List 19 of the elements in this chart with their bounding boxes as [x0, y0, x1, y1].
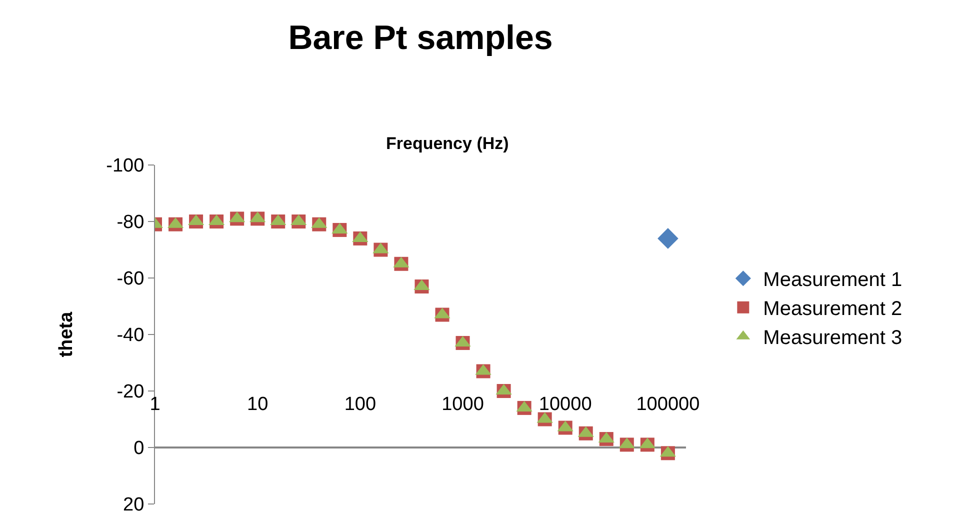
y-tick-label: -40: [116, 325, 144, 346]
x-tick-label: 100000: [636, 394, 700, 415]
chart-title: Bare Pt samples: [288, 18, 553, 57]
y-tick-label: -20: [116, 382, 144, 403]
x-axis-title: Frequency (Hz): [386, 134, 509, 153]
legend-label: Measurement 1: [763, 269, 902, 292]
x-tick-label: 100: [344, 394, 376, 415]
legend-label: Measurement 3: [763, 327, 902, 350]
y-tick-label: 20: [123, 494, 144, 516]
y-tick-label: -60: [116, 268, 144, 290]
x-tick-label: 1: [150, 394, 160, 415]
legend-label: Measurement 2: [763, 298, 902, 320]
y-tick-label: 0: [134, 438, 144, 460]
y-axis-title: theta: [56, 311, 78, 358]
y-tick-label: -100: [106, 156, 144, 177]
x-tick-label: 10: [247, 394, 268, 415]
x-tick-label: 1000: [442, 394, 484, 415]
x-tick-label: 10000: [538, 394, 592, 415]
y-tick-label: -80: [116, 212, 144, 234]
